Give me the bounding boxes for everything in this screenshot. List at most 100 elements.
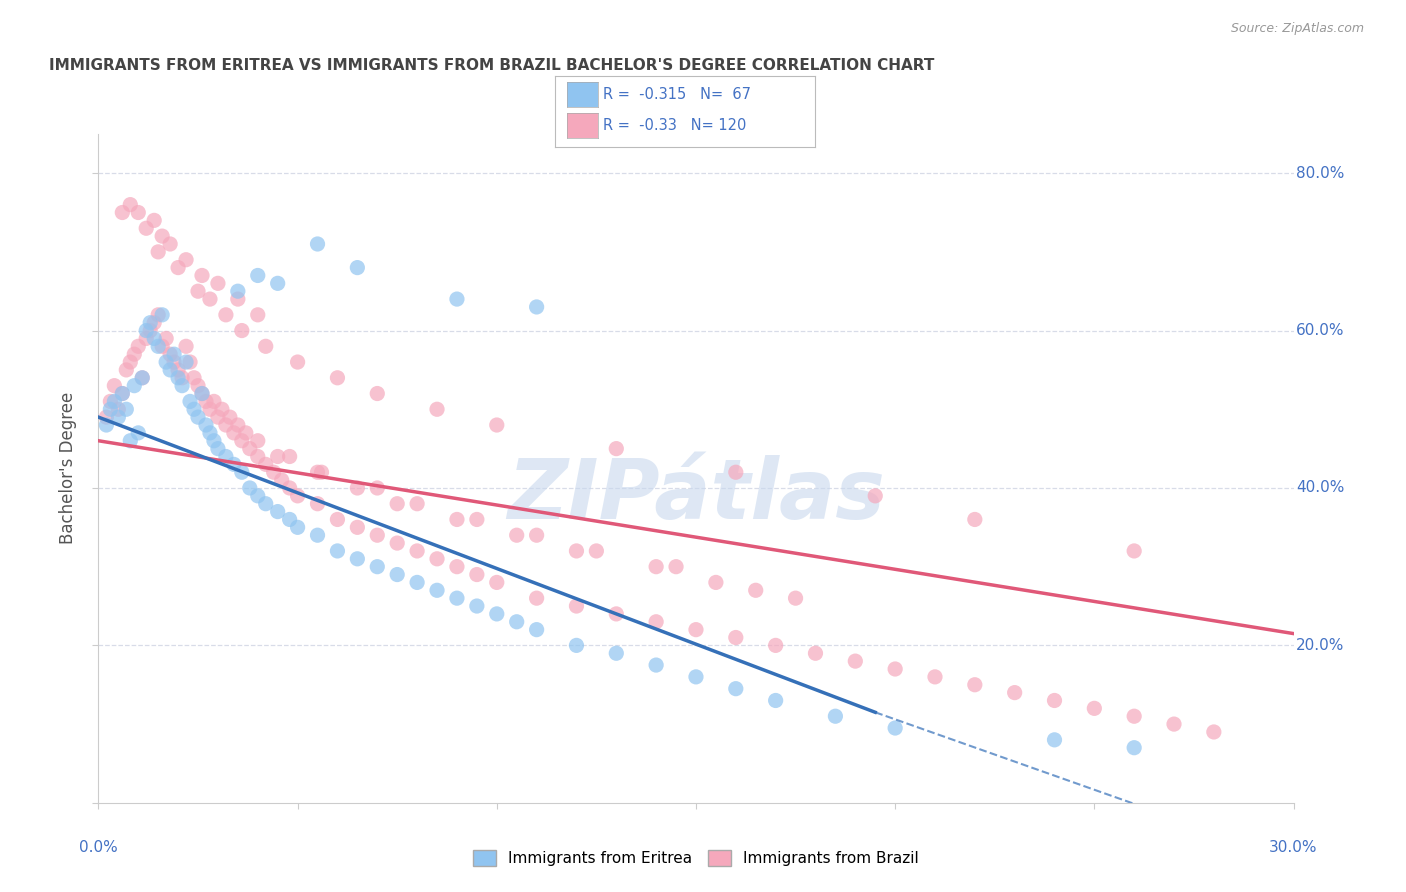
Point <box>226 284 249 298</box>
Point <box>785 591 807 606</box>
Point <box>884 721 907 735</box>
Point <box>1043 693 1066 707</box>
Point <box>148 308 170 322</box>
Point <box>183 371 205 385</box>
Point <box>120 434 142 448</box>
Point <box>685 670 707 684</box>
Point <box>1123 709 1146 723</box>
Point <box>239 442 262 456</box>
Point <box>202 394 225 409</box>
Point <box>215 308 238 322</box>
Point <box>924 670 946 684</box>
Point <box>346 551 368 566</box>
Point <box>167 260 190 275</box>
Point <box>366 528 388 542</box>
Point <box>159 237 181 252</box>
Text: R =  -0.315   N=  67: R = -0.315 N= 67 <box>603 87 751 102</box>
Point <box>465 599 488 613</box>
Point <box>231 324 253 338</box>
Point <box>254 458 277 472</box>
Point <box>804 646 827 660</box>
Point <box>202 434 225 448</box>
Point <box>131 371 153 385</box>
Point <box>167 363 190 377</box>
Point <box>1083 701 1105 715</box>
Point <box>270 473 292 487</box>
Point <box>884 662 907 676</box>
Point <box>765 639 787 653</box>
Point <box>267 505 290 519</box>
Point <box>765 693 787 707</box>
Point <box>1123 740 1146 755</box>
Point <box>150 229 173 244</box>
Point <box>426 402 449 417</box>
Point <box>174 252 197 267</box>
Point <box>163 347 186 361</box>
Text: 0.0%: 0.0% <box>79 839 118 855</box>
Point <box>1163 717 1185 731</box>
Point <box>174 355 197 369</box>
Point <box>645 658 668 673</box>
Point <box>150 339 173 353</box>
Point <box>207 442 229 456</box>
Point <box>1004 685 1026 699</box>
Point <box>167 371 190 385</box>
Point <box>605 442 627 456</box>
Point <box>485 607 508 621</box>
Text: 20.0%: 20.0% <box>1296 638 1344 653</box>
Text: 80.0%: 80.0% <box>1296 166 1344 181</box>
Point <box>963 678 986 692</box>
Point <box>211 402 233 417</box>
Point <box>278 512 301 526</box>
Point <box>1043 732 1066 747</box>
Point <box>605 607 627 621</box>
Point <box>385 536 409 550</box>
Point <box>226 292 249 306</box>
Point <box>187 378 209 392</box>
Legend: Immigrants from Eritrea, Immigrants from Brazil: Immigrants from Eritrea, Immigrants from… <box>467 844 925 872</box>
Point <box>111 205 134 219</box>
Point <box>406 544 429 558</box>
Point <box>135 221 157 235</box>
Point <box>645 615 668 629</box>
Point <box>98 394 122 409</box>
Point <box>155 355 177 369</box>
Point <box>222 425 245 440</box>
Point <box>1123 544 1146 558</box>
Point <box>191 386 214 401</box>
Point <box>127 205 149 219</box>
Point <box>198 402 221 417</box>
Point <box>183 402 205 417</box>
Point <box>565 599 588 613</box>
Point <box>96 417 118 432</box>
Text: 60.0%: 60.0% <box>1296 323 1344 338</box>
Point <box>194 417 218 432</box>
Point <box>526 528 548 542</box>
Point <box>1202 725 1225 739</box>
Point <box>366 481 388 495</box>
Point <box>198 292 221 306</box>
Point <box>406 575 429 590</box>
Point <box>263 465 285 479</box>
Point <box>215 417 238 432</box>
Point <box>103 394 125 409</box>
Point <box>426 551 449 566</box>
Point <box>565 544 588 558</box>
Point <box>963 512 986 526</box>
Point <box>307 237 329 252</box>
Point <box>194 394 218 409</box>
Point <box>526 591 548 606</box>
Point <box>215 450 238 464</box>
Point <box>246 489 269 503</box>
Point <box>585 544 607 558</box>
Point <box>366 559 388 574</box>
Point <box>485 575 508 590</box>
Point <box>120 197 142 211</box>
Point <box>222 458 245 472</box>
Point <box>111 386 134 401</box>
Point <box>426 583 449 598</box>
Point <box>326 544 349 558</box>
Point <box>231 434 253 448</box>
Point <box>287 355 309 369</box>
Point <box>115 363 138 377</box>
